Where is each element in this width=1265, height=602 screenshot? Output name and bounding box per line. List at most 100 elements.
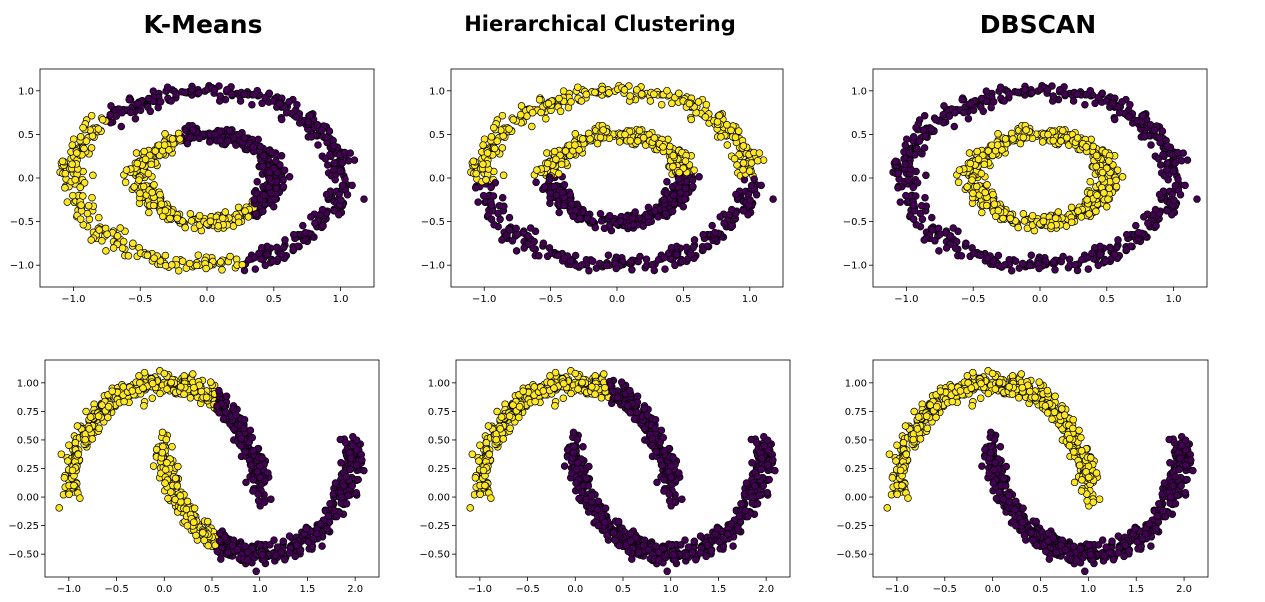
data-point <box>150 254 158 262</box>
data-point <box>1122 245 1131 254</box>
data-point <box>901 141 910 149</box>
data-point <box>636 252 644 261</box>
data-point <box>515 402 524 411</box>
data-point <box>156 389 164 398</box>
data-point <box>152 445 161 454</box>
data-point <box>495 201 504 210</box>
data-point <box>481 481 489 490</box>
data-point <box>479 160 487 168</box>
data-point <box>144 169 153 178</box>
data-point <box>150 181 158 189</box>
data-point <box>650 90 658 98</box>
x-tick-label: 1.0 <box>742 294 758 305</box>
data-point <box>130 183 138 191</box>
data-point <box>1051 266 1059 274</box>
y-tick-label: −1.0 <box>10 261 34 272</box>
data-point <box>487 494 495 502</box>
data-point <box>479 191 488 200</box>
data-point <box>530 237 538 246</box>
data-point <box>660 196 668 204</box>
data-point <box>65 441 73 449</box>
data-point <box>653 478 661 487</box>
data-point <box>485 450 493 459</box>
data-point <box>1073 134 1082 142</box>
data-point <box>1082 143 1090 151</box>
data-point <box>338 159 347 167</box>
data-point <box>660 476 669 484</box>
data-point <box>330 165 338 174</box>
data-point <box>269 202 278 211</box>
data-point <box>529 244 537 252</box>
data-point <box>215 537 224 545</box>
data-point <box>276 99 284 108</box>
data-point <box>528 122 536 131</box>
data-point <box>279 182 288 191</box>
data-point <box>1084 265 1093 273</box>
data-point <box>87 111 96 120</box>
data-point <box>87 144 96 152</box>
data-point <box>119 383 128 391</box>
data-point <box>617 378 626 386</box>
data-point <box>104 402 113 411</box>
data-point <box>654 213 662 221</box>
data-point <box>506 226 514 234</box>
data-point <box>264 469 272 477</box>
data-point <box>76 133 85 141</box>
data-point <box>1122 230 1131 239</box>
data-point <box>600 370 608 378</box>
data-point <box>1086 86 1095 95</box>
data-point <box>277 548 286 557</box>
data-point <box>64 457 72 465</box>
data-point <box>669 151 678 160</box>
x-tick-label: 0.0 <box>199 294 215 305</box>
data-point <box>1039 217 1048 226</box>
data-point <box>669 454 677 462</box>
data-point <box>1016 139 1025 148</box>
data-point <box>122 166 131 174</box>
y-tick-label: −0.25 <box>8 521 39 532</box>
data-point <box>957 252 966 260</box>
data-point <box>285 532 294 540</box>
data-point <box>118 244 127 252</box>
data-point <box>483 149 492 157</box>
data-point <box>624 402 632 410</box>
data-point <box>713 118 722 126</box>
data-point <box>982 201 991 210</box>
data-point <box>247 461 255 470</box>
data-point <box>304 118 312 126</box>
data-point <box>222 408 230 416</box>
data-point <box>520 244 528 252</box>
data-point <box>694 98 703 106</box>
data-point <box>660 447 668 455</box>
data-point <box>104 413 112 422</box>
data-point <box>969 189 977 198</box>
data-point <box>667 473 675 482</box>
data-point <box>270 536 278 544</box>
data-point <box>471 474 480 482</box>
x-tick-label: −0.5 <box>538 294 562 305</box>
data-point <box>121 178 130 187</box>
y-tick-label: −0.5 <box>843 217 867 228</box>
data-point <box>108 387 116 395</box>
x-tick-label: 1.0 <box>333 294 349 305</box>
data-point <box>652 448 660 456</box>
x-tick-label: 0.0 <box>609 294 625 305</box>
data-point <box>657 426 666 435</box>
data-point <box>148 394 157 402</box>
title-kmeans: K-Means <box>143 10 263 39</box>
data-point <box>61 184 69 192</box>
data-point <box>589 257 597 265</box>
data-point <box>260 498 269 506</box>
data-point <box>1086 177 1094 186</box>
data-point <box>1096 250 1104 259</box>
x-tick-label: 0.5 <box>675 294 691 305</box>
data-point <box>352 436 361 444</box>
data-point <box>993 141 1002 149</box>
data-point <box>571 130 580 138</box>
data-point <box>76 215 85 223</box>
data-point <box>330 207 338 215</box>
data-point <box>989 98 998 106</box>
data-point <box>1043 86 1052 94</box>
data-point <box>272 551 280 560</box>
data-point <box>605 89 613 97</box>
